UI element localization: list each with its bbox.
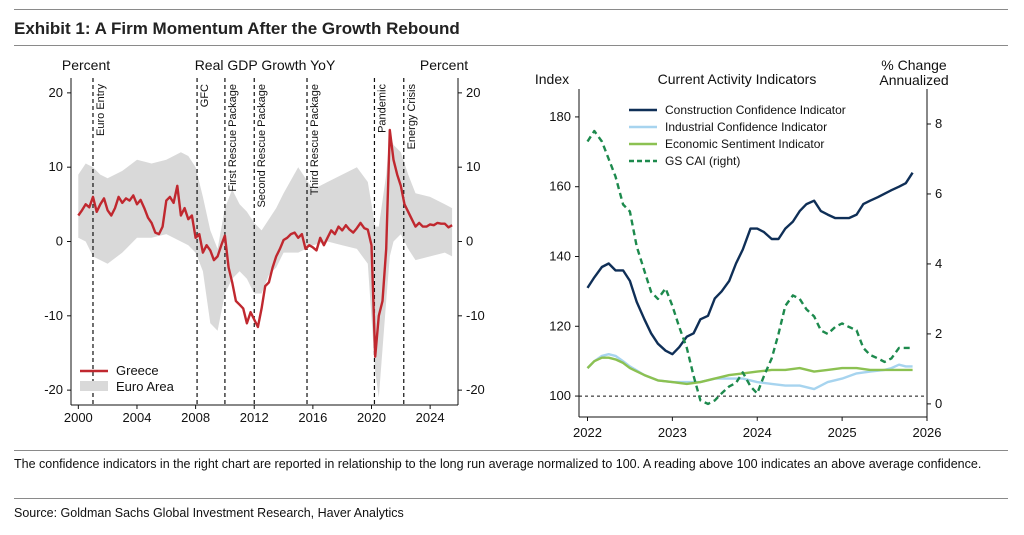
legend-label: Economic Sentiment Indicator — [665, 137, 824, 151]
x-tick-label: 2024 — [416, 410, 445, 425]
y-tick-label-right: 6 — [935, 186, 942, 201]
y-tick-label: -20 — [44, 382, 63, 397]
legend-label: GS CAI (right) — [665, 154, 740, 168]
y-tick-label: 0 — [56, 234, 63, 249]
construction-confidence-line — [586, 172, 914, 356]
event-label: Second Rescue Package — [256, 84, 268, 208]
chart-title: Current Activity Indicators — [658, 71, 817, 87]
source-rule — [14, 498, 1008, 499]
activity-indicators-chart: 100 120 140 160 180 0 2 4 6 8 2022 2023 2024 2025 2026… — [535, 57, 949, 440]
event-label: Third Rescue Package — [309, 84, 321, 195]
y-tick-label-right: 0 — [466, 234, 473, 249]
legend-swatch-euro-area — [80, 381, 108, 391]
legend-label: Industrial Confidence Indicator — [665, 120, 827, 134]
x-tick-label: 2016 — [298, 410, 327, 425]
y-tick-label-right: 0 — [935, 396, 942, 411]
y-axis-unit-label-right-line-2: Annualized — [879, 72, 948, 88]
legend-label-euro-area: Euro Area — [116, 379, 175, 394]
top-rule — [14, 9, 1008, 10]
event-label: Energy Crisis — [406, 84, 418, 150]
source-line: Source: Goldman Sachs Global Investment … — [14, 506, 404, 520]
chart-title: Real GDP Growth YoY — [195, 57, 336, 73]
x-tick-label: 2022 — [573, 425, 602, 440]
x-tick-label: 2024 — [743, 425, 772, 440]
event-label: Pandemic — [376, 84, 388, 133]
y-tick-label-right: 8 — [935, 116, 942, 131]
y-axis-unit-label: Percent — [62, 57, 110, 73]
event-label: First Rescue Package — [227, 84, 239, 192]
x-tick-label: 2026 — [913, 425, 942, 440]
y-tick-label: 120 — [549, 318, 571, 333]
x-tick-label: 2012 — [240, 410, 269, 425]
x-tick-label: 2000 — [64, 410, 93, 425]
title-rule — [14, 45, 1008, 46]
gs-cai-line — [586, 129, 913, 406]
y-tick-label-right: -20 — [466, 382, 485, 397]
x-tick-label: 2008 — [181, 410, 210, 425]
exhibit-title: Exhibit 1: A Firm Momentum After the Gro… — [14, 19, 460, 38]
y-tick-label: -10 — [44, 308, 63, 323]
greece-series-line — [77, 128, 453, 358]
y-tick-label-right: 10 — [466, 159, 480, 174]
y-tick-label: 10 — [49, 159, 63, 174]
y-tick-label-right: 4 — [935, 256, 942, 271]
y-axis-unit-label-right: % Change Annualized — [879, 57, 948, 88]
x-tick-label: 2004 — [123, 410, 152, 425]
chart-note: The confidence indicators in the right c… — [14, 457, 982, 471]
y-tick-label-right: -10 — [466, 308, 485, 323]
x-tick-label: 2023 — [658, 425, 687, 440]
note-rule — [14, 450, 1008, 451]
event-label: GFC — [199, 84, 211, 107]
y-tick-label-right: 20 — [466, 85, 480, 100]
y-tick-label: 140 — [549, 248, 571, 263]
y-tick-label: 100 — [549, 388, 571, 403]
economic-sentiment-line — [586, 356, 913, 386]
y-tick-label: 160 — [549, 179, 571, 194]
legend-label-greece: Greece — [116, 363, 159, 378]
event-label: Euro Entry — [95, 84, 107, 136]
y-tick-label: 180 — [549, 109, 571, 124]
y-axis-unit-label: Index — [535, 71, 569, 87]
y-axis-unit-label-right: Percent — [420, 57, 468, 73]
x-tick-label: 2020 — [357, 410, 386, 425]
y-axis-unit-label-right-line-1: % Change — [881, 57, 947, 73]
gdp-growth-chart: Euro Entry GFC First Rescue Package Second … — [44, 57, 485, 425]
x-tick-label: 2025 — [828, 425, 857, 440]
y-tick-label-right: 2 — [935, 326, 942, 341]
legend-label: Construction Confidence Indicator — [665, 103, 846, 117]
y-tick-label: 20 — [49, 85, 63, 100]
